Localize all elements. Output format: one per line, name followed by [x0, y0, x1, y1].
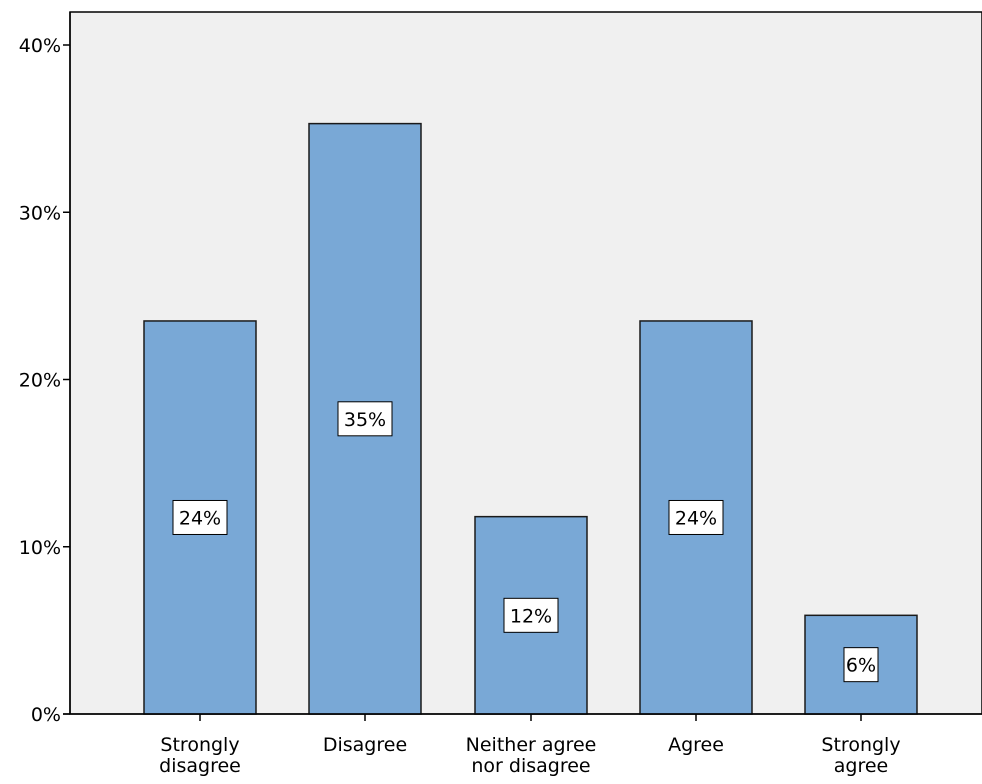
data-label-box: [843, 647, 879, 683]
x-tick-label-line: Strongly: [160, 734, 239, 756]
y-tick-label: 20%: [19, 370, 61, 392]
x-tick-label: Disagree: [323, 734, 407, 756]
data-label-box: [503, 597, 559, 633]
data-label: 35%: [337, 401, 393, 437]
data-label-text: 35%: [344, 409, 386, 431]
x-tick-label-line: Agree: [668, 734, 724, 756]
data-label-text: 24%: [179, 507, 221, 529]
data-label-box: [668, 499, 724, 535]
y-tick-label: 0%: [31, 704, 61, 726]
data-labels-layer: 24% 35% 12% 24% 6%: [172, 401, 879, 683]
x-tick-label-line: disagree: [159, 755, 241, 777]
x-tick-label: Neither agree nor disagree: [466, 734, 597, 777]
x-tick-label: Strongly disagree: [159, 734, 241, 777]
x-tick-label-line: Neither agree: [466, 734, 597, 756]
data-label: 24%: [668, 499, 724, 535]
x-tick-label-line: nor disagree: [471, 755, 590, 777]
y-tick-label: 10%: [19, 537, 61, 559]
data-label-box: [337, 401, 393, 437]
y-tick-label: 40%: [19, 35, 61, 57]
data-label: 12%: [503, 597, 559, 633]
y-axis: 0% 10% 20% 30% 40%: [19, 12, 71, 726]
x-tick-label-line: agree: [834, 755, 888, 777]
data-label-text: 12%: [510, 605, 552, 627]
x-tick-label-line: Strongly: [821, 734, 900, 756]
data-label: 24%: [172, 499, 228, 535]
x-tick-label-line: Disagree: [323, 734, 407, 756]
y-tick-label: 30%: [19, 202, 61, 224]
data-label-box: [172, 499, 228, 535]
x-tick-label: Agree: [668, 734, 724, 756]
data-label: 6%: [843, 647, 879, 683]
x-tick-label: Strongly agree: [821, 734, 900, 777]
data-label-text: 6%: [846, 655, 876, 677]
data-label-text: 24%: [675, 507, 717, 529]
